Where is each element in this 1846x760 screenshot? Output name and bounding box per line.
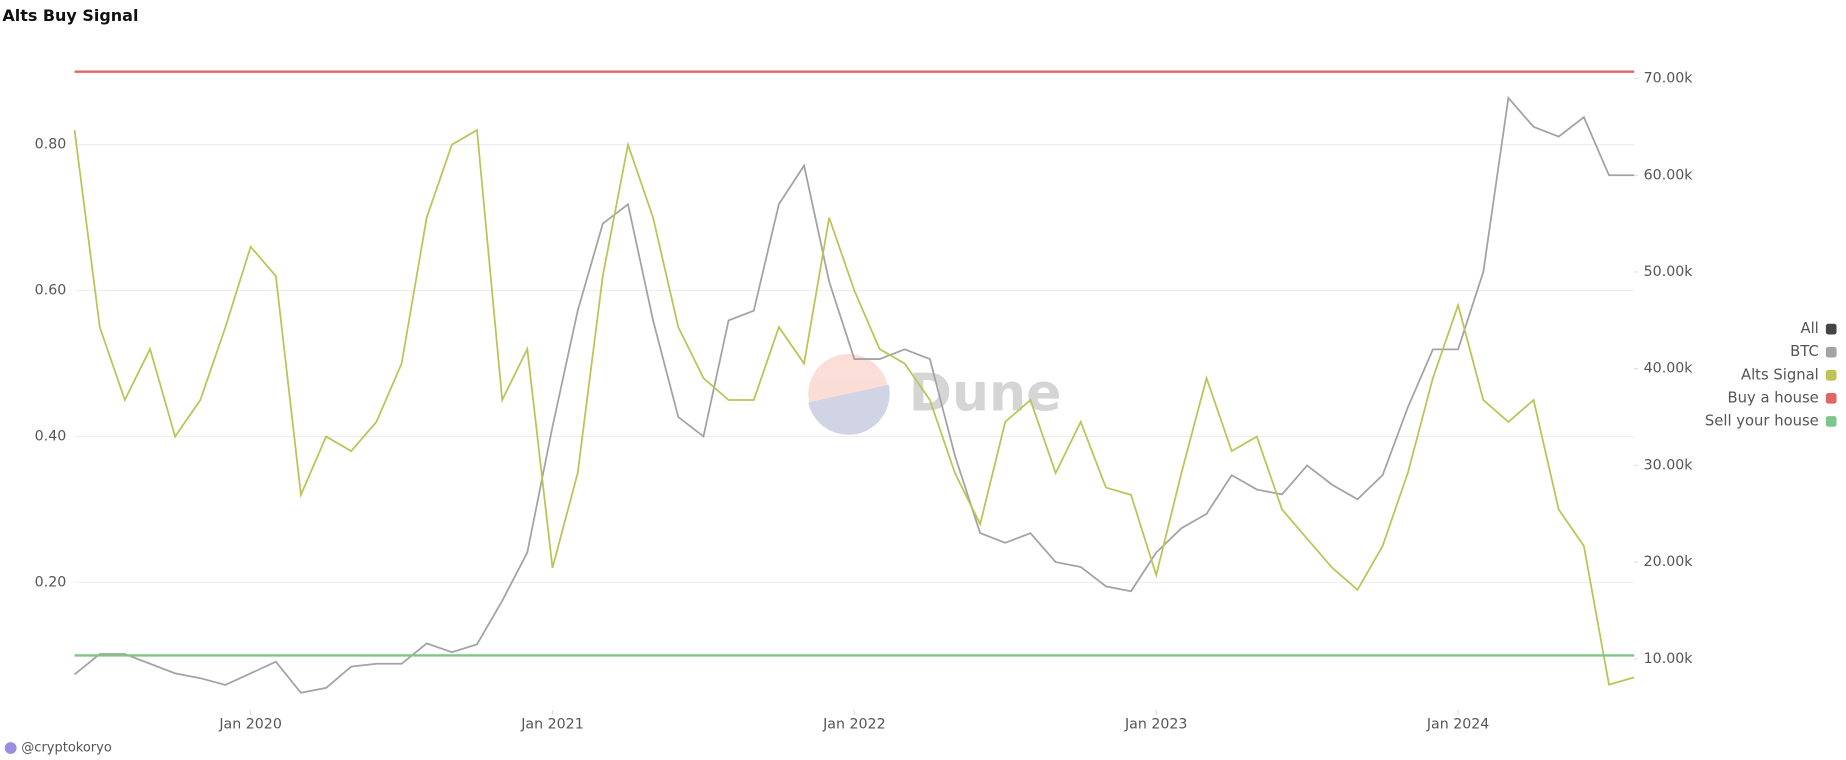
y-tick-label: 0.80 xyxy=(35,137,67,153)
y-tick-label: 0.20 xyxy=(35,574,67,590)
y2-tick-label: 60.00k xyxy=(1644,167,1694,183)
legend-label: Buy a house xyxy=(1727,389,1818,406)
x-tick-label: Jan 2020 xyxy=(218,716,282,732)
legend-swatch xyxy=(1825,323,1837,335)
y2-tick-label: 40.00k xyxy=(1644,361,1694,377)
legend-swatch xyxy=(1825,393,1837,404)
legend-label: BTC xyxy=(1790,343,1819,360)
x-tick-label: Jan 2024 xyxy=(1426,716,1490,732)
chart-title: Alts Buy Signal xyxy=(2,6,138,25)
y2-tick-label: 20.00k xyxy=(1644,554,1694,570)
legend-label: Sell your house xyxy=(1705,412,1819,429)
watermark-logo xyxy=(808,353,889,435)
watermark: Dune xyxy=(808,353,1062,435)
footer-icon xyxy=(4,742,17,754)
x-tick-label: Jan 2021 xyxy=(520,716,584,732)
y2-tick-label: 50.00k xyxy=(1644,264,1694,280)
y-tick-label: 0.40 xyxy=(35,429,67,445)
legend-label: All xyxy=(1800,320,1818,337)
y2-tick-label: 30.00k xyxy=(1644,457,1694,473)
watermark-logo-part xyxy=(808,384,890,435)
legend-swatch xyxy=(1825,369,1837,381)
y2-tick-label: 70.00k xyxy=(1644,71,1694,87)
x-tick-label: Jan 2023 xyxy=(1124,716,1188,732)
footer: @cryptokoryo xyxy=(21,741,112,756)
x-tick-label: Jan 2022 xyxy=(822,716,886,732)
legend-swatch xyxy=(1825,346,1837,358)
series-line xyxy=(73,95,1635,694)
legend-swatch xyxy=(1825,416,1837,427)
series-line xyxy=(73,128,1635,686)
y2-tick-label: 10.00k xyxy=(1644,651,1694,667)
legend-label: Alts Signal xyxy=(1741,366,1819,383)
y-tick-label: 0.60 xyxy=(35,283,67,299)
watermark-text: Dune xyxy=(909,364,1062,424)
